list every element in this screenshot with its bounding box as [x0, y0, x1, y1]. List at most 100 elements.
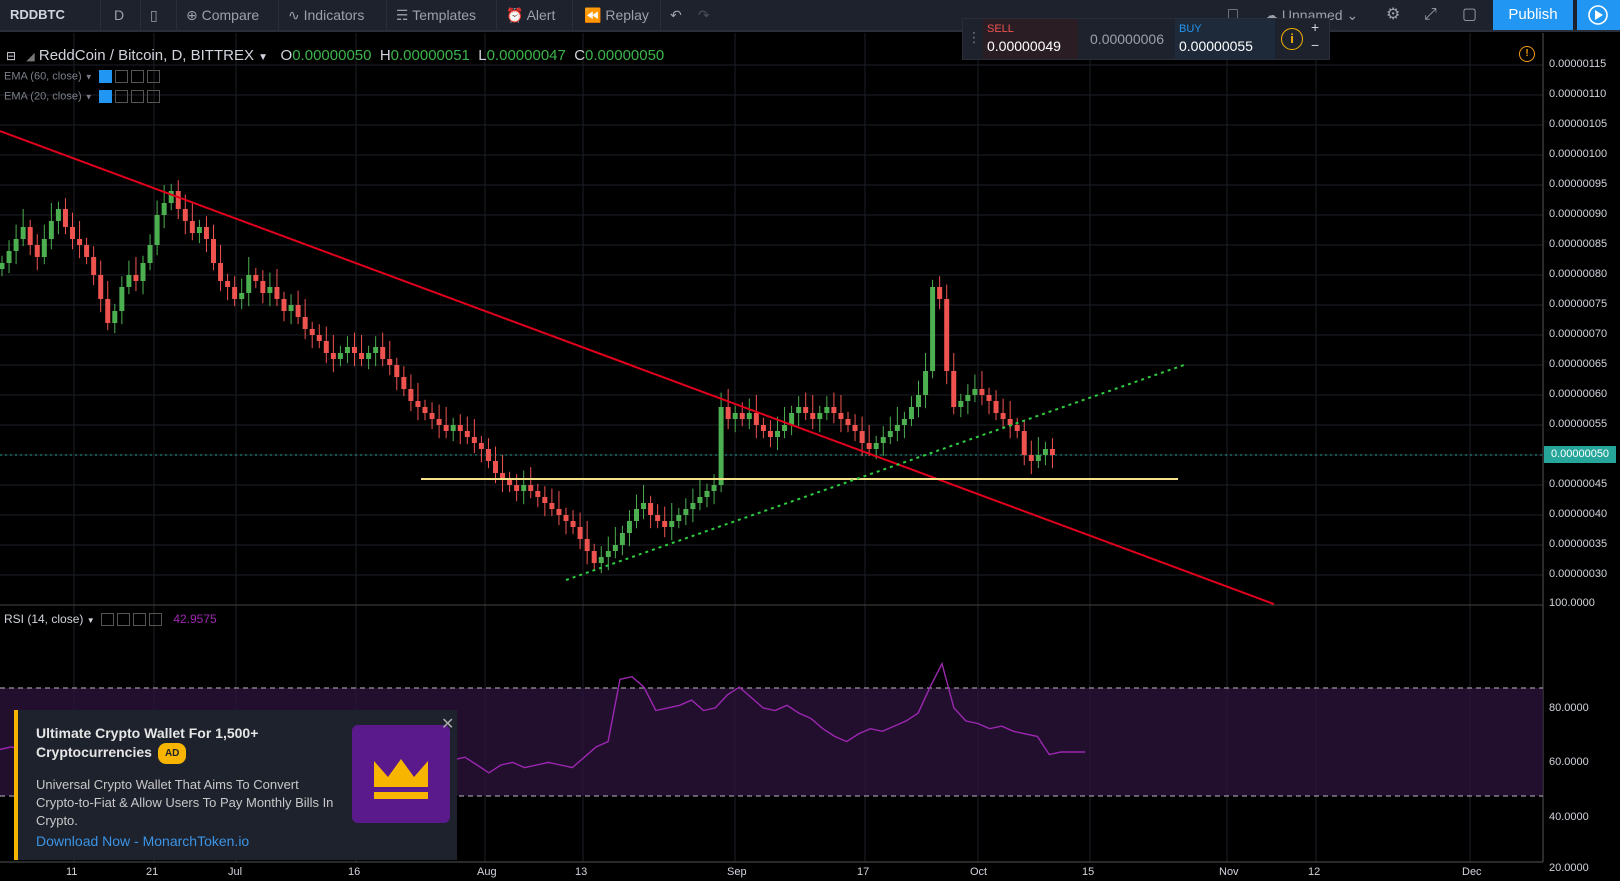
undo-icon[interactable]: ↶: [670, 7, 682, 23]
top-toolbar: RDDBTC D ▯ ⊕ Compare ∿ Indicators ☴ Temp…: [0, 0, 1620, 32]
publish-button[interactable]: Publish: [1493, 0, 1573, 30]
eye-icon[interactable]: [98, 70, 112, 83]
close-icon[interactable]: [146, 90, 160, 103]
candle-body: [634, 509, 639, 521]
symbol-title[interactable]: ReddCoin / Bitcoin, D, BITTREX: [38, 47, 254, 64]
crown-logo-icon[interactable]: [352, 725, 450, 823]
settings-icon[interactable]: [114, 70, 128, 83]
candle-body: [309, 329, 315, 335]
price-tick-label: 0.00000100: [1549, 148, 1608, 160]
candle-body: [0, 263, 5, 269]
gear-icon[interactable]: ⚙: [1386, 6, 1401, 23]
sell-button[interactable]: SELL 0.00000049: [983, 19, 1078, 59]
bar-style-icon[interactable]: ▯: [150, 7, 158, 23]
candle-body: [626, 521, 632, 533]
info-icon[interactable]: i: [1281, 28, 1303, 50]
divider: [496, 0, 497, 30]
ad-body: Universal Crypto Wallet That Aims To Con…: [36, 777, 334, 828]
camera-icon[interactable]: ▢: [1462, 6, 1478, 23]
candle-body: [986, 395, 992, 401]
square-icon[interactable]: □: [1228, 6, 1238, 23]
divider: [140, 0, 141, 30]
candle-body: [521, 485, 527, 491]
time-tick-label: 12: [1308, 866, 1321, 878]
templates-button[interactable]: ☴ Templates: [396, 0, 476, 30]
time-tick-label: Sep: [727, 866, 747, 878]
indicators-button[interactable]: ∿ Indicators: [288, 0, 364, 30]
buy-value: 0.00000055: [1179, 38, 1253, 54]
candle-body: [810, 413, 816, 419]
minus-icon[interactable]: −: [1311, 37, 1320, 53]
price-tick-label: 0.00000035: [1549, 538, 1608, 550]
chevron-down-icon[interactable]: ▼: [84, 92, 93, 102]
candle-body: [253, 275, 259, 281]
plus-icon[interactable]: +: [1311, 19, 1320, 35]
symbol-search[interactable]: RDDBTC: [10, 7, 65, 22]
candle-body: [295, 305, 301, 317]
candle-body: [662, 521, 668, 527]
candle-body: [584, 539, 590, 551]
candle-body: [91, 257, 97, 275]
candle-body: [563, 515, 569, 521]
eye-icon[interactable]: [98, 90, 112, 103]
warning-icon[interactable]: !: [1519, 46, 1535, 62]
candle-body: [979, 389, 985, 395]
divider: [660, 0, 661, 30]
buy-button[interactable]: BUY 0.00000055: [1175, 19, 1275, 59]
candle-body: [27, 227, 33, 245]
candle-body: [436, 419, 442, 425]
ema20-label[interactable]: EMA (20, close): [4, 90, 82, 103]
collapse-icon[interactable]: ⊟: [6, 49, 17, 63]
settings-icon[interactable]: [114, 90, 128, 103]
chevron-down-icon[interactable]: ▼: [86, 616, 95, 625]
candle-body: [140, 263, 146, 281]
ad-link[interactable]: Download Now - MonarchToken.io: [36, 833, 250, 849]
candle-body: [803, 407, 809, 413]
rsi-tick-label: 20.0000: [1549, 862, 1589, 874]
candle-body: [873, 443, 879, 449]
candle-body: [464, 431, 470, 437]
candle-body: [429, 413, 435, 419]
candle-body: [535, 491, 541, 497]
candle-body: [196, 227, 202, 233]
play-icon[interactable]: [1577, 0, 1620, 30]
rsi-tick-label: 40.0000: [1549, 811, 1589, 823]
fullscreen-icon[interactable]: ⤢: [1424, 6, 1437, 23]
alert-button[interactable]: ⏰ Alert: [506, 0, 555, 30]
candle-body: [147, 245, 153, 263]
close-value: 0.00000050: [585, 47, 665, 64]
redo-icon[interactable]: ↷: [698, 7, 710, 23]
close-icon[interactable]: [148, 613, 162, 627]
time-tick-label: Dec: [1462, 866, 1482, 878]
price-tick-label: 0.00000060: [1549, 388, 1608, 400]
candle-body: [690, 503, 696, 509]
price-tick-label: 0.00000030: [1549, 568, 1608, 580]
rsi-label[interactable]: RSI (14, close): [4, 612, 84, 626]
eye-icon[interactable]: [100, 613, 114, 627]
ad-banner[interactable]: Ultimate Crypto Wallet For 1,500+ Crypto…: [14, 710, 457, 860]
plus-icon[interactable]: [130, 90, 144, 103]
replay-button[interactable]: ⏪ Replay: [584, 0, 649, 30]
candle-body: [782, 425, 788, 431]
symbol-icon: ◢: [26, 51, 35, 63]
chevron-down-icon[interactable]: ▼: [84, 72, 93, 82]
candle-body: [6, 251, 12, 263]
interval-button[interactable]: D: [114, 7, 125, 23]
settings-icon[interactable]: [116, 613, 130, 627]
indicators-label: Indicators: [303, 7, 365, 23]
close-icon[interactable]: [146, 70, 160, 83]
ema60-label[interactable]: EMA (60, close): [4, 70, 82, 83]
compare-button[interactable]: ⊕ Compare: [186, 0, 259, 30]
plus-icon[interactable]: [132, 613, 146, 627]
time-tick-label: 11: [66, 866, 78, 878]
divider: [100, 0, 101, 30]
drag-handle-icon[interactable]: ⋮: [967, 29, 981, 45]
chevron-down-icon[interactable]: ▼: [258, 52, 269, 63]
candle-body: [422, 407, 428, 413]
candle-body: [775, 431, 780, 437]
close-icon[interactable]: ✕: [441, 716, 455, 733]
plus-icon[interactable]: [130, 70, 144, 83]
candle-body: [965, 395, 971, 401]
candle-body: [450, 425, 456, 431]
